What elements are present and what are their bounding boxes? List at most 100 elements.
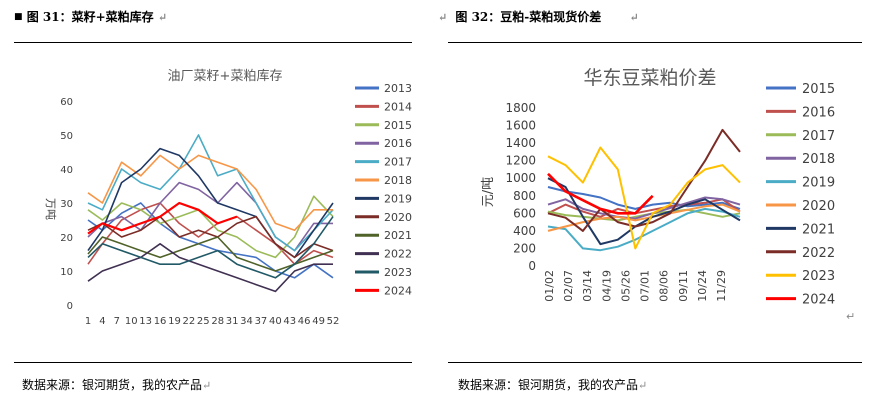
chart2-x-tick-label: 10/24 xyxy=(696,270,709,302)
left-footer-rule xyxy=(14,362,412,363)
chart2-x-tick-label: 05/26 xyxy=(619,270,632,302)
chart1-legend-label-2021: 2021 xyxy=(384,229,412,242)
chart1-y-tick-label: 0 xyxy=(67,301,73,312)
chart2-y-tick-label: 200 xyxy=(513,241,536,255)
chart1-series-line-2020 xyxy=(87,215,334,259)
left-panel-heading: ■ 图 31：菜籽+菜粕库存 ↵ xyxy=(14,8,167,25)
chart2-title: 华东豆菜粕价差 xyxy=(583,67,716,89)
chart1-legend-label-2018: 2018 xyxy=(384,174,412,187)
left-heading-text: 图 31：菜籽+菜粕库存 xyxy=(26,10,154,24)
chart2-series-line-2020 xyxy=(547,203,741,232)
chart1-series-line-2024 xyxy=(87,201,238,235)
left-source-return-mark: ↵ xyxy=(202,379,212,392)
chart2-legend-label-2019: 2019 xyxy=(802,176,835,191)
chart1-x-tick-label: 16 xyxy=(154,316,167,327)
chart1-series-line-2015 xyxy=(87,195,334,259)
chart1-legend-label-2023: 2023 xyxy=(384,266,412,279)
chart1-x-tick-label: 19 xyxy=(168,316,181,327)
chart2-series-line-2018 xyxy=(547,196,741,220)
chart1-y-tick-label: 20 xyxy=(60,233,73,244)
chart2-y-tick-label: 1400 xyxy=(505,136,536,150)
chart1-x-tick-label: 52 xyxy=(327,316,340,327)
right-footer-rule xyxy=(448,362,862,363)
chart1-title: 油厂菜籽+菜粕库存 xyxy=(168,68,283,84)
chart2-y-tick-label: 1200 xyxy=(505,154,536,168)
chart2-x-tick-label: 08/06 xyxy=(658,270,671,302)
chart2-y-tick-label: 400 xyxy=(513,224,536,238)
chart2-series-line-2015 xyxy=(547,186,741,210)
chart1-legend-label-2024: 2024 xyxy=(384,284,412,297)
chart1-y-tick-label: 50 xyxy=(60,131,73,142)
right-chart-return-mark: ↵ xyxy=(846,310,856,323)
chart1-legend-label-2013: 2013 xyxy=(384,82,412,95)
chart2-series-line-2024 xyxy=(547,172,654,215)
right-panel-heading: ↵ 图 32：豆粕-菜粕现货价差 ↵ xyxy=(438,8,639,25)
left-heading-bullet: ■ xyxy=(14,12,23,22)
chart2-x-tick-label: 03/14 xyxy=(581,270,594,302)
chart1-y-axis-label: 万吨 xyxy=(44,198,57,220)
chart2-legend-label-2022: 2022 xyxy=(802,246,835,261)
chart2-y-tick-label: 1600 xyxy=(505,119,536,133)
chart1-legend-label-2017: 2017 xyxy=(384,156,412,169)
chart2-x-tick-label: 09/11 xyxy=(677,270,690,302)
chart2-x-tick-label: 04/19 xyxy=(600,270,613,302)
chart1-x-tick-label: 43 xyxy=(283,316,296,327)
chart1-legend-label-2020: 2020 xyxy=(384,211,412,224)
chart1-x-tick-label: 25 xyxy=(197,316,210,327)
chart1-legend-label-2015: 2015 xyxy=(384,119,412,132)
right-source-text: 数据来源：银河期货，我的农产品 xyxy=(458,378,639,392)
chart1-legend-label-2016: 2016 xyxy=(384,137,412,150)
chart1-series-line-2022 xyxy=(87,243,333,293)
right-heading-text: 图 32：豆粕-菜粕现货价差 xyxy=(455,10,602,24)
chart2-y-tick-label: 0 xyxy=(528,259,536,273)
chart2-y-tick-label: 800 xyxy=(513,189,536,203)
chart1-series-line-2018 xyxy=(87,154,333,231)
chart2-y-axis-label: 元/吨 xyxy=(481,177,496,207)
right-source-note: 数据来源：银河期货，我的农产品↵ xyxy=(458,376,647,393)
chart1-x-tick-label: 34 xyxy=(240,316,253,327)
chart1-series-line-2017 xyxy=(87,134,334,252)
right-heading-return-mark-left: ↵ xyxy=(438,11,448,24)
left-heading-return-mark: ↵ xyxy=(157,11,168,24)
left-source-text: 数据来源：银河期货，我的农产品 xyxy=(22,378,203,392)
chart1-x-tick-label: 1 xyxy=(85,316,91,327)
chart2-legend-label-2020: 2020 xyxy=(802,199,835,214)
chart2-legend-label-2021: 2021 xyxy=(802,222,835,237)
chart1-y-tick-label: 40 xyxy=(60,165,73,176)
chart1-legend-label-2019: 2019 xyxy=(384,192,412,205)
chart2-legend-label-2018: 2018 xyxy=(802,152,835,167)
chart1-x-tick-label: 4 xyxy=(99,316,105,327)
chart1-x-tick-label: 40 xyxy=(269,316,282,327)
left-heading-rule xyxy=(14,42,412,43)
chart1-y-tick-label: 10 xyxy=(60,267,73,278)
chart1-y-tick-label: 60 xyxy=(60,97,73,108)
chart1-x-tick-label: 49 xyxy=(312,316,325,327)
chart1-x-tick-label: 37 xyxy=(255,316,268,327)
chart2-y-tick-label: 1000 xyxy=(505,171,536,185)
chart1-x-tick-label: 31 xyxy=(226,316,239,327)
chart2-legend-label-2023: 2023 xyxy=(802,269,835,284)
chart1-series-line-2021 xyxy=(87,236,334,272)
chart2-legend-label-2016: 2016 xyxy=(802,105,835,120)
chart1-x-tick-label: 28 xyxy=(211,316,224,327)
chart2-legend-label-2015: 2015 xyxy=(802,82,835,97)
chart2-x-tick-label: 07/01 xyxy=(639,270,652,302)
chart1-series-line-2013 xyxy=(87,202,334,279)
chart2-y-tick-label: 600 xyxy=(513,206,536,220)
chart1-legend-label-2022: 2022 xyxy=(384,248,412,261)
chart1-series-line-2023 xyxy=(87,216,334,279)
chart2-series-line-2021 xyxy=(547,177,741,246)
chart2-x-tick-label: 01/02 xyxy=(543,270,556,302)
chart1-x-tick-label: 7 xyxy=(114,316,120,327)
chart1-x-tick-label: 10 xyxy=(125,316,138,327)
chart2-series-line-2022 xyxy=(547,128,741,232)
chart1-x-tick-label: 46 xyxy=(298,316,311,327)
left-source-note: 数据来源：银河期货，我的农产品↵ xyxy=(22,376,211,393)
chart2-legend-label-2017: 2017 xyxy=(802,129,835,144)
chart2-y-tick-label: 1800 xyxy=(505,101,536,115)
chart2-x-tick-label: 02/07 xyxy=(562,270,575,302)
chart2-series-line-2019 xyxy=(547,207,741,252)
chart1-y-tick-label: 30 xyxy=(60,199,73,210)
chart2-x-tick-label: 11/29 xyxy=(715,270,728,302)
